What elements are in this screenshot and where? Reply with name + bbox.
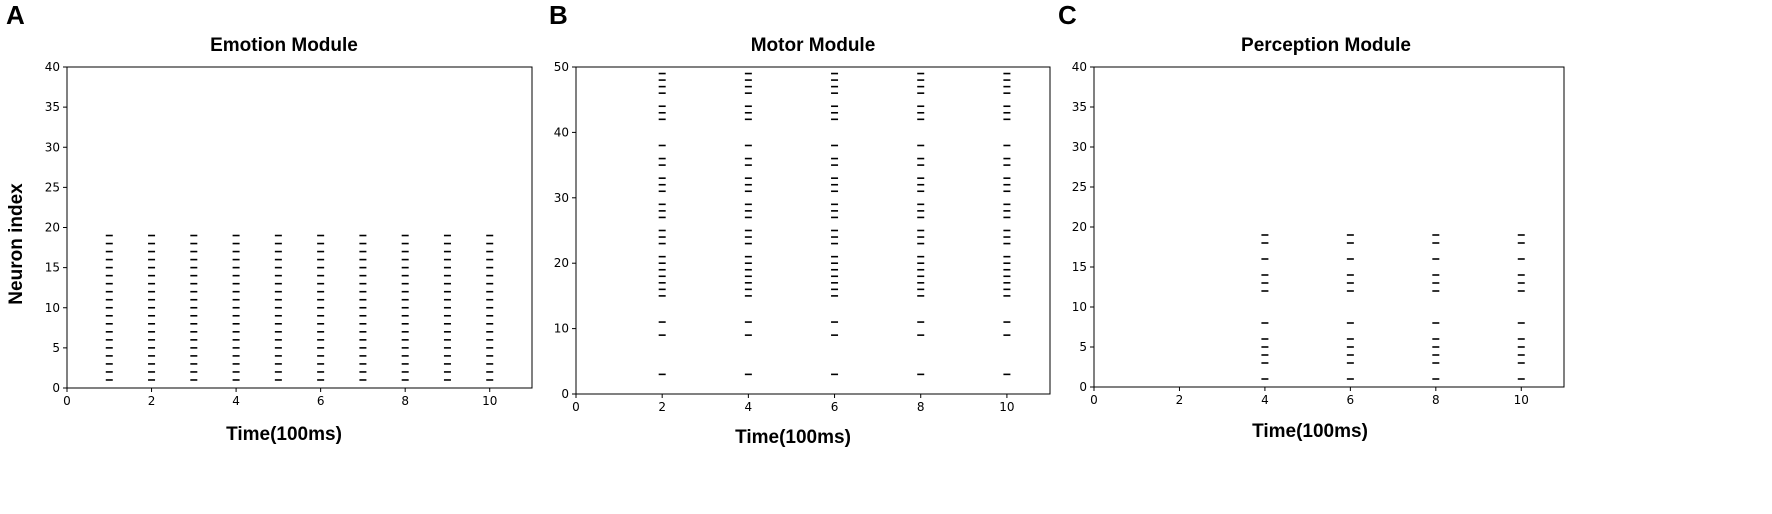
y-tick-label-emotion: 0 [52,381,60,395]
y-tick-label-emotion: 15 [45,261,60,275]
x-axis-label-emotion: Time(100ms) [226,424,342,445]
y-tick-label-perception: 10 [1072,300,1087,314]
y-tick-label-motor: 30 [554,191,569,205]
panel-letter-c: C [1058,0,1077,30]
y-tick-label-motor: 20 [554,256,569,270]
chart-title-perception: Perception Module [1241,35,1411,56]
y-tick-label-perception: 20 [1072,220,1087,234]
panel-motor-module: B Motor Module Time(100ms) 0 2 4 6 8 10 0 10 20 3… [549,0,1051,448]
y-tick-label-emotion: 10 [45,301,60,315]
x-tick-label-emotion: 0 [63,394,71,408]
y-tick-label-emotion: 20 [45,221,60,235]
spike-raster-emotion [105,234,494,381]
axis-ticks-motor: 0 2 4 6 8 10 0 10 20 30 40 50 [554,60,1015,414]
panel-letter-a: A [6,0,25,30]
y-tick-label-perception: 35 [1072,100,1087,114]
x-tick-label-motor: 8 [917,400,925,414]
y-axis-label-emotion: Neuron index [6,183,27,305]
x-tick-label-motor: 2 [658,400,666,414]
y-tick-label-perception: 30 [1072,140,1087,154]
y-tick-label-perception: 15 [1072,260,1087,274]
y-tick-label-emotion: 35 [45,100,60,114]
x-tick-label-emotion: 10 [482,394,497,408]
x-tick-label-emotion: 6 [317,394,325,408]
y-tick-label-motor: 50 [554,60,569,74]
x-tick-label-perception: 10 [1514,393,1529,407]
x-tick-label-emotion: 8 [401,394,409,408]
panel-perception-module: C Perception Module Time(100ms) 0 2 4 6 8 100… [1058,0,1565,442]
y-tick-label-motor: 10 [554,322,569,336]
x-tick-label-motor: 10 [999,400,1014,414]
x-tick-label-motor: 0 [572,400,580,414]
x-axis-label-motor: Time(100ms) [735,427,851,448]
spike-raster-motor [658,72,1011,376]
spike-raster-perception [1261,234,1525,380]
x-tick-label-emotion: 2 [148,394,156,408]
plot-area-emotion [66,66,533,389]
y-tick-label-perception: 40 [1072,60,1087,74]
x-axis-label-perception: Time(100ms) [1252,421,1368,442]
panel-letter-b: B [549,0,568,30]
y-tick-label-perception: 5 [1079,340,1087,354]
x-tick-label-emotion: 4 [232,394,240,408]
y-tick-label-perception: 25 [1072,180,1087,194]
x-tick-label-perception: 8 [1432,393,1440,407]
plot-area-motor [575,66,1051,395]
plot-area-perception [1093,66,1565,388]
y-tick-label-emotion: 5 [52,341,60,355]
y-tick-label-perception: 0 [1079,380,1087,394]
x-tick-label-perception: 2 [1176,393,1184,407]
chart-title-motor: Motor Module [751,35,876,56]
y-tick-label-motor: 40 [554,125,569,139]
x-tick-label-perception: 4 [1261,393,1269,407]
y-tick-label-emotion: 25 [45,180,60,194]
x-tick-label-motor: 6 [831,400,839,414]
x-tick-label-perception: 0 [1090,393,1098,407]
x-tick-label-perception: 6 [1347,393,1355,407]
panel-emotion-module: A Emotion Module Time(100ms) Neuron inde… [6,0,533,445]
y-tick-label-motor: 0 [561,387,569,401]
x-tick-label-motor: 4 [745,400,753,414]
axis-ticks-perception: 0 2 4 6 8 10 0 5 10 15 20 25 30 35 40 [1072,60,1529,407]
axis-ticks-emotion: 0 2 4 6 8 10 0 5 10 15 20 25 30 35 40 [45,60,498,408]
y-tick-label-emotion: 30 [45,140,60,154]
chart-title-emotion: Emotion Module [210,35,358,56]
y-tick-label-emotion: 40 [45,60,60,74]
